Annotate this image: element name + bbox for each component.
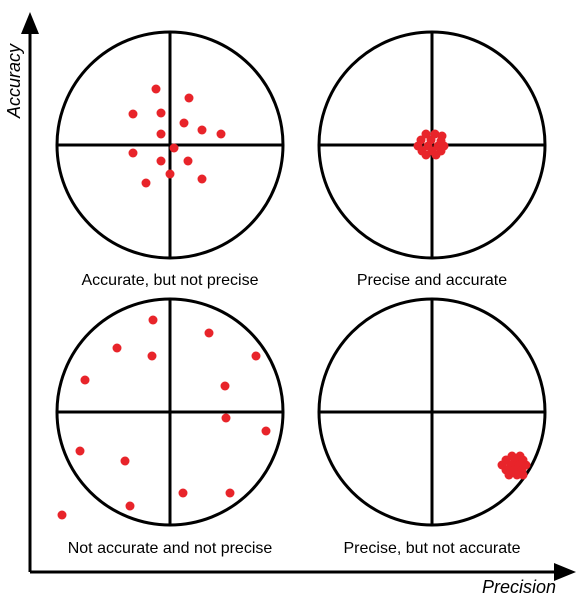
shot-dot	[178, 488, 188, 498]
shot-dot	[261, 426, 271, 436]
shot-dot	[221, 413, 231, 423]
caption-precise-not-accurate: Precise, but not accurate	[344, 540, 521, 557]
shot-dot	[156, 108, 166, 118]
target-not-accurate-not-precise	[55, 297, 285, 527]
shot-dot	[151, 84, 161, 94]
shot-dot	[204, 328, 214, 338]
shot-dot	[80, 375, 90, 385]
shot-dot	[179, 118, 189, 128]
caption-not-accurate-not-precise: Not accurate and not precise	[68, 540, 273, 557]
target-precise-and-accurate	[317, 30, 547, 260]
axes: Accuracy Precision	[4, 12, 576, 597]
shot-dot	[125, 501, 135, 511]
shot-dot	[147, 351, 157, 361]
shot-dot	[165, 169, 175, 179]
shot-dot	[128, 148, 138, 158]
shot-dot	[120, 456, 130, 466]
x-axis-arrow-icon	[554, 563, 576, 581]
shot-dot	[141, 178, 151, 188]
shot-dot	[225, 488, 235, 498]
x-axis-label: Precision	[482, 577, 556, 597]
y-axis-arrow-icon	[21, 12, 39, 34]
shot-dot	[57, 510, 67, 520]
shot-dot	[128, 109, 138, 119]
shot-dot	[184, 93, 194, 103]
caption-accurate-not-precise: Accurate, but not precise	[82, 272, 259, 289]
target-precise-not-accurate	[317, 297, 547, 527]
target-accurate-not-precise	[55, 30, 285, 260]
y-axis-label: Accuracy	[4, 43, 24, 119]
shot-dot	[431, 150, 441, 160]
shot-dot	[197, 174, 207, 184]
shot-dot	[421, 129, 431, 139]
shot-dot	[518, 470, 528, 480]
caption-precise-and-accurate: Precise and accurate	[357, 272, 507, 289]
shot-dot	[156, 156, 166, 166]
shot-dot	[169, 143, 179, 153]
shot-dot	[75, 446, 85, 456]
shot-dot	[112, 343, 122, 353]
shot-dot	[197, 125, 207, 135]
shot-dot	[183, 156, 193, 166]
shot-dot	[251, 351, 261, 361]
shot-dot	[220, 381, 230, 391]
shot-dot	[156, 129, 166, 139]
shot-dot	[421, 150, 431, 160]
shot-dot	[504, 470, 514, 480]
shot-dot	[148, 315, 158, 325]
shot-dot	[216, 129, 226, 139]
